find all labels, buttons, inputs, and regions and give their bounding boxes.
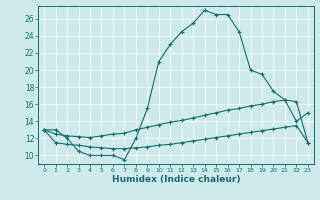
X-axis label: Humidex (Indice chaleur): Humidex (Indice chaleur) bbox=[112, 175, 240, 184]
